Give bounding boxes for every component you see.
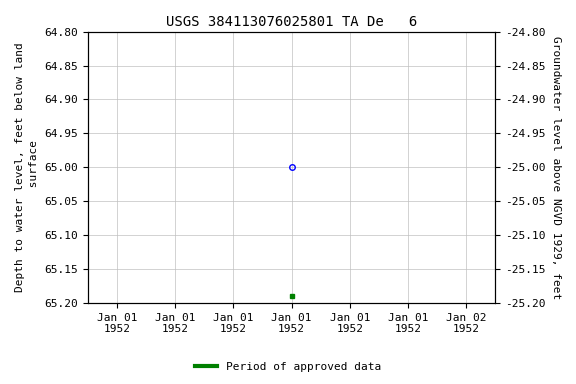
Y-axis label: Groundwater level above NGVD 1929, feet: Groundwater level above NGVD 1929, feet: [551, 36, 561, 299]
Y-axis label: Depth to water level, feet below land
 surface: Depth to water level, feet below land su…: [15, 43, 39, 292]
Legend: Period of approved data: Period of approved data: [191, 358, 385, 377]
Title: USGS 384113076025801 TA De   6: USGS 384113076025801 TA De 6: [166, 15, 417, 29]
